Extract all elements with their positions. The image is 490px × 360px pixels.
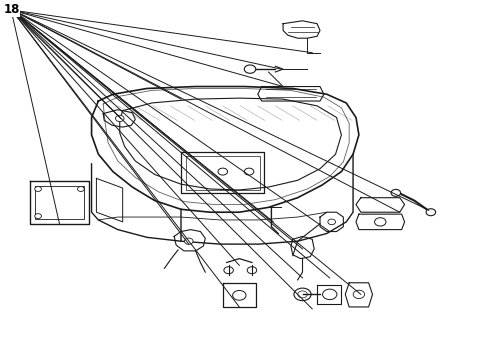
Circle shape [426, 209, 436, 216]
Text: 14: 14 [3, 3, 19, 16]
Circle shape [77, 186, 84, 192]
Text: 13: 13 [3, 3, 20, 16]
Circle shape [116, 115, 124, 122]
Text: 17: 17 [3, 4, 20, 17]
Text: 18: 18 [3, 4, 20, 17]
Circle shape [374, 218, 386, 226]
Circle shape [353, 290, 365, 298]
Circle shape [298, 291, 307, 298]
Circle shape [391, 189, 401, 196]
Circle shape [233, 291, 246, 300]
Circle shape [184, 238, 193, 244]
Text: 1: 1 [7, 3, 16, 16]
Text: 4: 4 [7, 3, 16, 16]
Circle shape [247, 267, 257, 274]
Text: 8: 8 [7, 3, 16, 16]
Text: 15: 15 [3, 4, 20, 17]
Circle shape [245, 168, 254, 175]
Text: 6: 6 [7, 3, 16, 16]
Circle shape [224, 267, 233, 274]
Text: 10: 10 [3, 3, 20, 16]
Circle shape [294, 288, 311, 301]
Text: 2: 2 [7, 3, 16, 16]
Circle shape [35, 186, 42, 192]
Text: 16: 16 [3, 3, 19, 16]
Text: 11: 11 [3, 3, 20, 16]
Text: 5: 5 [7, 3, 16, 16]
Text: 7: 7 [7, 3, 15, 16]
Circle shape [35, 213, 42, 219]
Text: 12: 12 [3, 3, 20, 16]
Circle shape [328, 219, 336, 225]
Circle shape [245, 65, 256, 73]
Circle shape [322, 289, 337, 300]
Text: 9: 9 [7, 3, 16, 16]
Circle shape [218, 168, 227, 175]
Text: 3: 3 [7, 3, 16, 16]
